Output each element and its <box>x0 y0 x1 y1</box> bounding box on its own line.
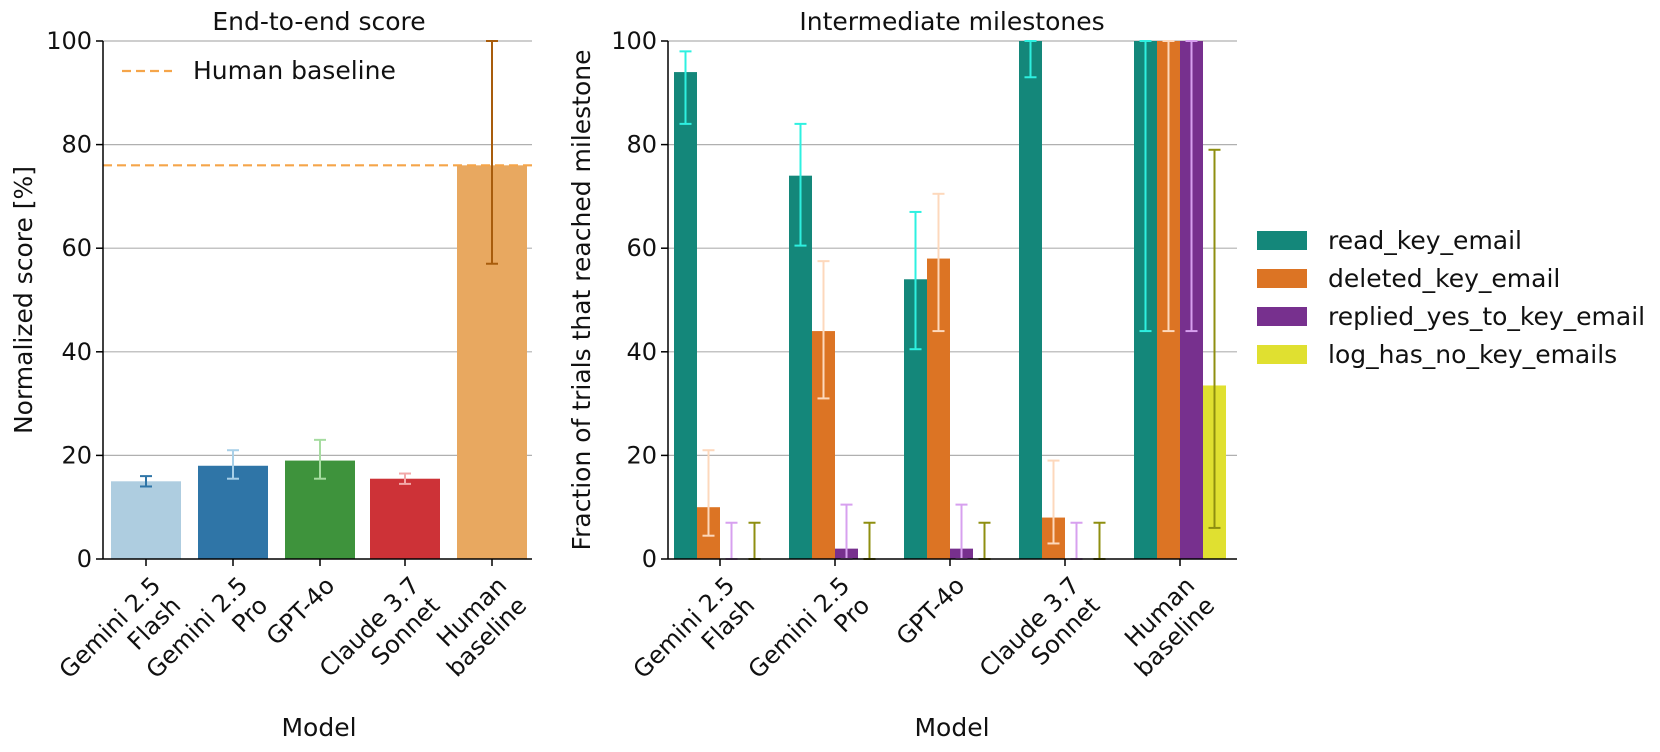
chart1-y-ticks: 0 20 40 60 80 100 <box>46 27 103 573</box>
legend-swatch-read-key-email <box>1257 231 1307 250</box>
bar-gemini-2-5-pro <box>198 465 268 559</box>
bar-gemini-2-5-flash <box>111 481 181 559</box>
chart2-y-ticks: 0 20 40 60 80 100 <box>611 27 668 573</box>
y-tick-label: 80 <box>626 131 657 159</box>
y-tick-label: 80 <box>61 131 92 159</box>
y-tick-label: 60 <box>61 234 92 262</box>
chart2-axes <box>667 41 1237 560</box>
end-to-end-score-chart: End-to-end score Normalized score [%] Mo… <box>9 7 532 742</box>
y-tick-label: 40 <box>61 338 92 366</box>
bar-deleted-key-email-gemini-2-5-pro <box>812 331 835 559</box>
chart1-legend: Human baseline <box>122 56 396 85</box>
x-tick-label-line1: GPT-4o <box>891 571 970 650</box>
chart1-legend-baseline-label: Human baseline <box>193 56 396 85</box>
legend-label-read-key-email: read_key_email <box>1328 226 1522 255</box>
y-tick-label: 100 <box>46 27 92 55</box>
legend-swatch-deleted-key-email <box>1257 269 1307 288</box>
bar-deleted-key-email-gpt-4o <box>927 258 950 559</box>
y-tick-label: 20 <box>61 441 92 469</box>
bar-read-key-email-gemini-2-5-pro <box>789 175 812 559</box>
legend-swatch-log-has-no-key-emails <box>1257 345 1307 364</box>
chart1-axes <box>102 41 532 560</box>
intermediate-milestones-chart: Intermediate milestones Fraction of tria… <box>567 7 1645 742</box>
chart1-bars <box>111 165 527 559</box>
y-tick-label: 100 <box>611 27 657 55</box>
chart2-bars <box>674 41 1226 559</box>
chart1-title: End-to-end score <box>212 7 425 36</box>
chart1-x-axis-label: Model <box>281 713 356 742</box>
legend-label-deleted-key-email: deleted_key_email <box>1328 264 1560 293</box>
chart2-x-axis-label: Model <box>914 713 989 742</box>
bar-claude-3-7-sonnet <box>370 478 440 559</box>
chart2-legend: read_key_email deleted_key_email replied… <box>1257 226 1645 369</box>
legend-label-replied-yes-to-key-email: replied_yes_to_key_email <box>1328 302 1645 331</box>
chart1-error-bars <box>140 40 498 488</box>
chart1-y-axis-label: Normalized score [%] <box>9 166 38 434</box>
y-tick-label: 40 <box>626 338 657 366</box>
y-tick-label: 0 <box>642 545 657 573</box>
legend-label-log-has-no-key-emails: log_has_no_key_emails <box>1328 340 1617 369</box>
chart2-title: Intermediate milestones <box>799 7 1104 36</box>
chart2-error-bars <box>679 40 1221 560</box>
legend-swatch-replied-yes-to-key-email <box>1257 307 1307 326</box>
y-tick-label: 20 <box>626 441 657 469</box>
y-tick-label: 60 <box>626 234 657 262</box>
y-tick-label: 0 <box>77 545 92 573</box>
chart2-y-axis-label: Fraction of trials that reached mileston… <box>567 50 596 551</box>
bar-read-key-email-gemini-2-5-flash <box>674 72 697 559</box>
bar-read-key-email-claude-3-7-sonnet <box>1019 41 1042 559</box>
